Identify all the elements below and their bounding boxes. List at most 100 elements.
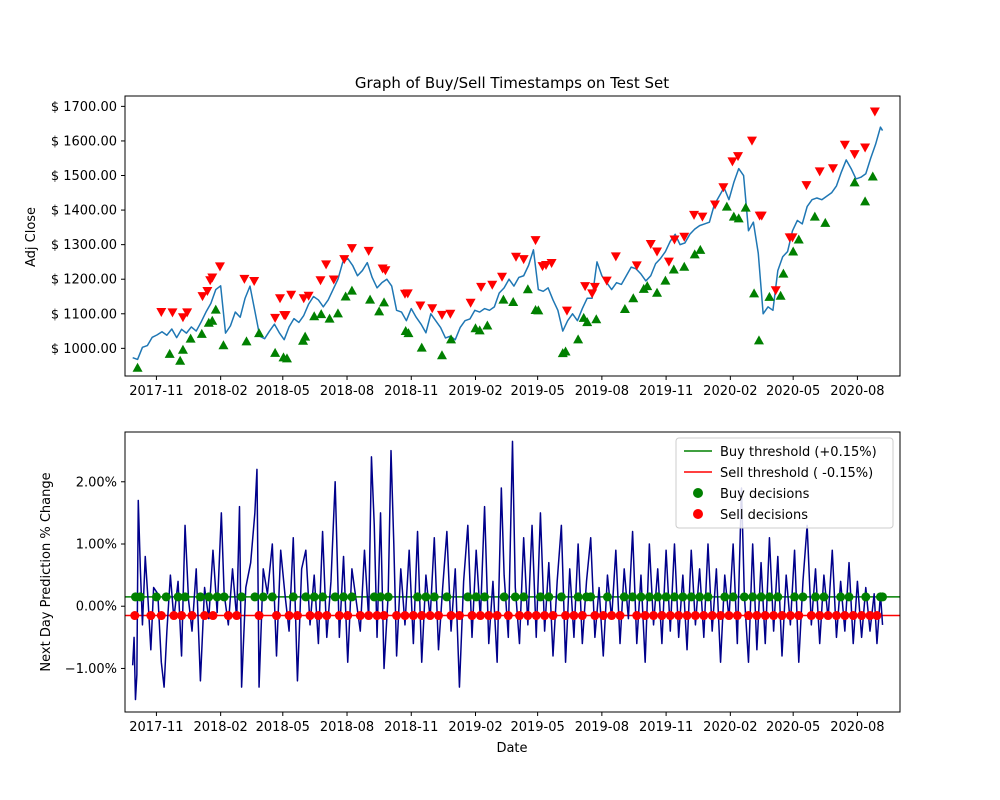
buy-decision-dot — [267, 592, 277, 602]
sell-marker — [679, 232, 690, 242]
sell-decision-dot — [823, 611, 833, 621]
y-tick-label: $ 1100.00 — [51, 307, 117, 322]
sell-marker — [239, 274, 250, 284]
buy-marker — [416, 342, 427, 352]
buy-decision-dot — [369, 592, 379, 602]
sell-decision-dot — [569, 611, 579, 621]
buy-marker — [132, 362, 143, 372]
buy-decision-dot — [644, 592, 654, 602]
sell-decision-dot — [785, 611, 795, 621]
sell-decision-dot — [223, 611, 233, 621]
legend-label: Buy threshold (+0.15%) — [720, 445, 877, 460]
sell-marker — [321, 260, 332, 270]
buy-marker — [403, 328, 414, 338]
y-axis-label: Next Day Prediction % Change — [39, 472, 54, 671]
buy-marker — [207, 315, 218, 325]
buy-decision-dot — [544, 592, 554, 602]
buy-decision-dot — [499, 592, 509, 602]
sell-marker — [801, 181, 812, 191]
buy-decision-dot — [695, 592, 705, 602]
sell-decision-dot — [831, 611, 841, 621]
buy-decision-dot — [413, 592, 423, 602]
sell-decision-dot — [169, 611, 179, 621]
buy-marker — [300, 331, 311, 341]
legend-dot-swatch — [693, 488, 703, 498]
sell-decision-dot — [272, 611, 282, 621]
sell-marker — [860, 143, 871, 153]
y-tick-label: −1.00% — [65, 662, 117, 677]
sell-decision-dot — [632, 611, 642, 621]
buy-marker — [270, 347, 281, 357]
sell-decision-dot — [598, 611, 608, 621]
buy-decision-dot — [347, 592, 357, 602]
buy-decision-dot — [519, 592, 529, 602]
buy-decision-dot — [339, 592, 349, 602]
buy-marker — [860, 196, 871, 206]
buy-marker — [740, 202, 751, 212]
sell-marker — [339, 255, 350, 265]
legend-label: Buy decisions — [720, 487, 810, 502]
sell-marker — [814, 167, 825, 177]
buy-marker — [522, 284, 533, 294]
x-tick-label: 2019-08 — [575, 384, 629, 399]
sell-decision-dot — [200, 611, 210, 621]
sell-decision-dot — [707, 611, 717, 621]
sell-decision-dot — [425, 611, 435, 621]
sell-decision-dot — [187, 611, 197, 621]
sell-decision-dot — [334, 611, 344, 621]
sell-marker — [182, 308, 193, 318]
sell-marker — [541, 261, 552, 271]
sell-marker — [663, 257, 674, 267]
sell-marker — [207, 273, 218, 283]
buy-marker — [210, 304, 221, 314]
buy-marker — [753, 335, 764, 345]
buy-decision-dot — [173, 592, 183, 602]
y-tick-label: $ 1700.00 — [51, 100, 117, 115]
sell-decision-dot — [857, 611, 867, 621]
sell-decision-dot — [649, 611, 659, 621]
sell-decision-dot — [446, 611, 456, 621]
y-axis-label: Adj Close — [24, 207, 39, 267]
buy-decision-dot — [764, 592, 774, 602]
buy-decision-dot — [573, 592, 583, 602]
sell-marker — [530, 236, 541, 246]
sell-marker — [697, 212, 708, 222]
sell-marker — [510, 252, 521, 262]
x-tick-label: 2019-05 — [510, 720, 564, 735]
buy-marker — [177, 344, 188, 354]
sell-decision-dot — [665, 611, 675, 621]
x-tick-label: 2019-02 — [448, 384, 502, 399]
buy-decision-dot — [661, 592, 671, 602]
buy-decision-dot — [535, 592, 545, 602]
sell-marker — [380, 266, 391, 276]
sell-marker — [202, 286, 213, 296]
sell-decision-dot — [408, 611, 418, 621]
buy-marker — [628, 293, 639, 303]
buy-decision-dot — [463, 592, 473, 602]
legend-dot-swatch — [693, 509, 703, 519]
buy-decision-dot — [556, 592, 566, 602]
buy-decision-dot — [878, 592, 888, 602]
buy-decision-dot — [421, 592, 431, 602]
sell-marker — [177, 313, 188, 323]
sell-marker — [280, 311, 291, 321]
sell-decision-dot — [355, 611, 365, 621]
sell-decision-dot — [777, 611, 787, 621]
buy-decision-dot — [212, 592, 222, 602]
x-tick-label: 2019-11 — [639, 720, 693, 735]
buy-decision-dot — [258, 592, 268, 602]
sell-decision-dot — [322, 611, 332, 621]
sell-decision-dot — [716, 611, 726, 621]
buy-decision-dot — [219, 592, 229, 602]
buy-decision-dot — [811, 592, 821, 602]
buy-decision-dot — [628, 592, 638, 602]
sell-decision-dot — [146, 611, 156, 621]
x-tick-label: 2019-05 — [510, 384, 564, 399]
buy-marker — [508, 297, 519, 307]
sell-marker — [727, 157, 738, 167]
sell-decision-dot — [503, 611, 513, 621]
buy-decision-dot — [376, 592, 386, 602]
buy-decision-dot — [748, 592, 758, 602]
sell-marker — [733, 152, 744, 162]
sell-decision-dot — [848, 611, 858, 621]
